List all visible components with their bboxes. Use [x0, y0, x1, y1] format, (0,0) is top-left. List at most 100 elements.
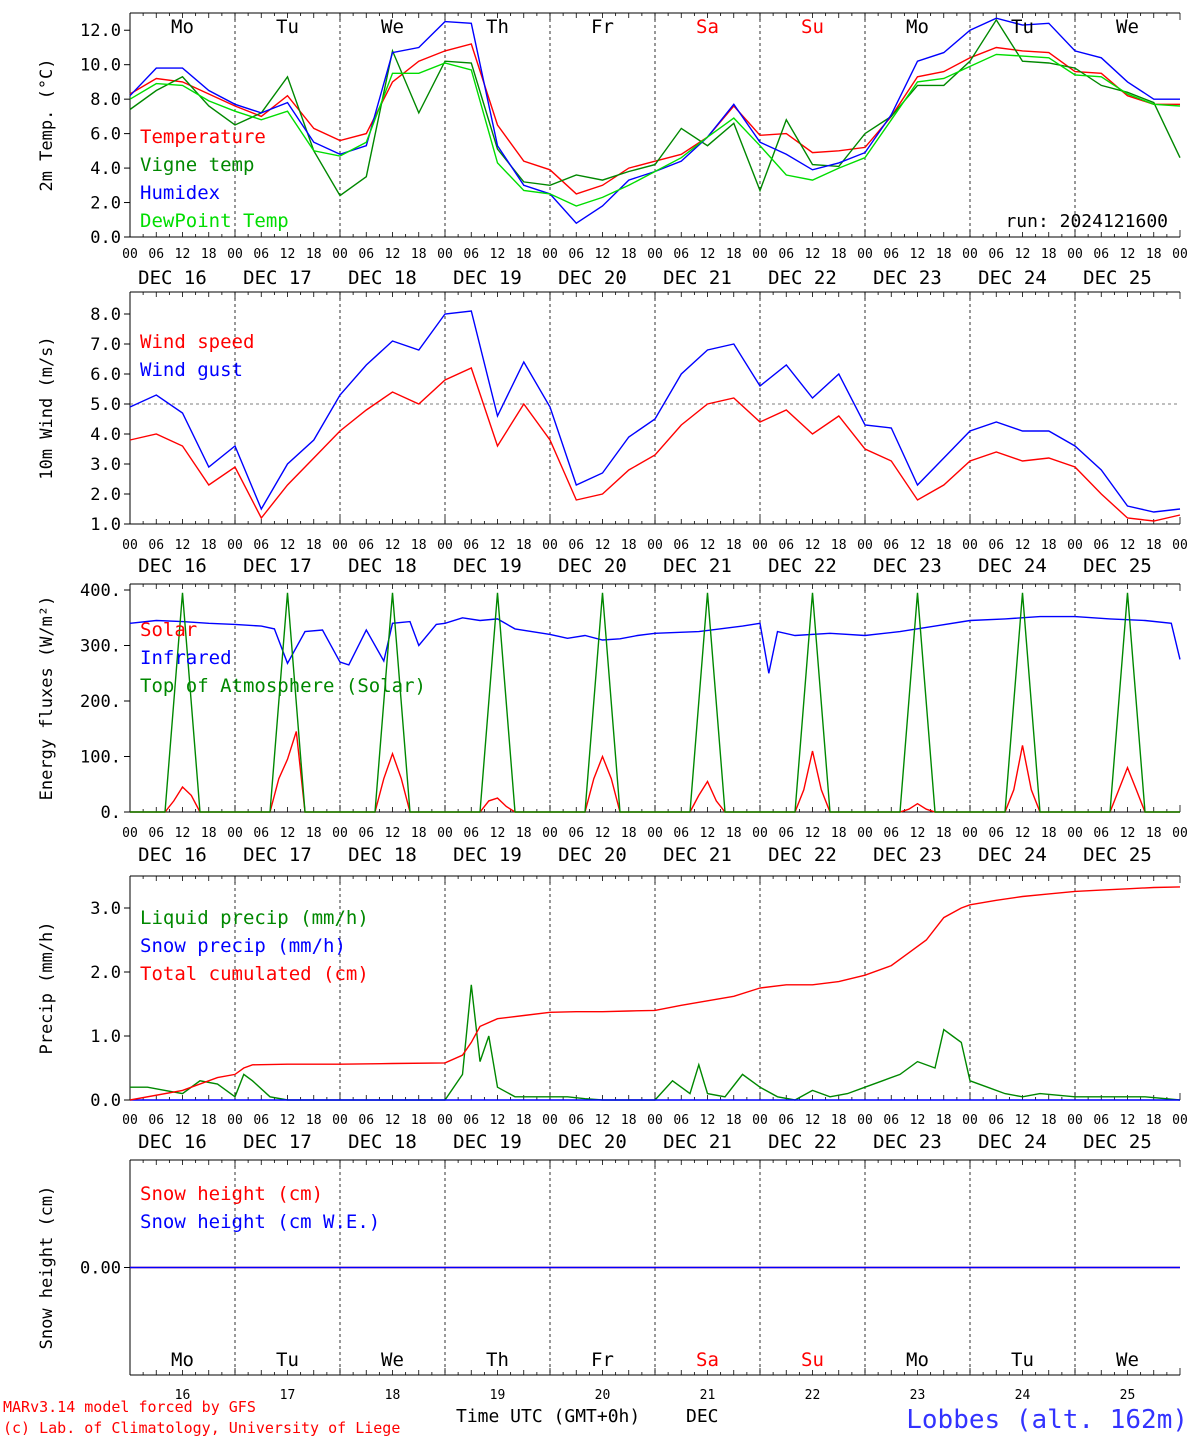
hour-label: 18: [516, 538, 532, 553]
series-line-2: [130, 592, 1180, 813]
date-label: DEC 25: [1083, 1131, 1152, 1153]
series-line-0: [130, 984, 1181, 1101]
hour-label: 00: [962, 538, 978, 553]
legend-entry: Infrared: [140, 647, 232, 669]
panel-wind: 1.0 2.0 3.0 4.0 5.0 6.0 7.0 8.0 10m Wind (m/s) Wi…: [37, 291, 1188, 577]
hour-label: 00: [1172, 826, 1188, 841]
y-axis-label: 2m Temp. (°C): [37, 58, 57, 191]
panel-snow: 0.00 Snow height (cm) Snow height (cm) Snow…: [37, 1159, 1181, 1403]
hour-label: 06: [148, 826, 164, 841]
hour-label: 00: [227, 1113, 243, 1128]
date-label: DEC 18: [348, 1131, 417, 1153]
y-tick-label: 3.0: [90, 455, 121, 475]
day-number: 24: [1015, 1388, 1031, 1403]
hour-label: 06: [778, 826, 794, 841]
day-number: 19: [490, 1388, 506, 1403]
weekday-label: We: [1116, 16, 1139, 38]
weekday-label: Mo: [171, 16, 194, 38]
hour-label: 00: [227, 247, 243, 262]
hour-label: 18: [831, 1113, 847, 1128]
hour-label: 12: [280, 538, 296, 553]
hour-label: 12: [805, 538, 821, 553]
hour-label: 18: [201, 538, 217, 553]
weekday-label: Th: [486, 16, 509, 38]
date-label: DEC 19: [453, 844, 522, 866]
panel-energy: 0. 100. 200. 300. 400. Energy fluxes (W/m²) So…: [37, 581, 1188, 866]
hour-label: 00: [752, 247, 768, 262]
hour-label: 06: [568, 1113, 584, 1128]
hour-label: 12: [910, 247, 926, 262]
hour-label: 00: [857, 538, 873, 553]
y-tick-label: 0.00: [80, 1259, 121, 1279]
hour-label: 00: [857, 1113, 873, 1128]
date-label: DEC 23: [873, 267, 942, 289]
date-label: DEC 18: [348, 555, 417, 577]
hour-label: 12: [490, 1113, 506, 1128]
date-label: DEC 22: [768, 1131, 837, 1153]
date-label: DEC 24: [978, 1131, 1047, 1153]
hour-label: 12: [1120, 538, 1136, 553]
weekday-label: Th: [486, 1349, 509, 1371]
y-tick-label: 7.0: [90, 335, 121, 355]
y-tick-label: 300.: [80, 637, 121, 657]
hour-label: 06: [463, 538, 479, 553]
hour-label: 06: [778, 538, 794, 553]
hour-label: 18: [831, 538, 847, 553]
legend-entry: Snow precip (mm/h): [140, 935, 346, 957]
y-axis-label: Snow height (cm): [37, 1186, 57, 1350]
hour-label: 12: [910, 826, 926, 841]
date-label: DEC 20: [558, 267, 627, 289]
date-label: DEC 19: [453, 555, 522, 577]
y-tick-label: 2.0: [90, 194, 121, 214]
hour-label: 00: [332, 826, 348, 841]
hour-label: 00: [1172, 247, 1188, 262]
weekday-label: We: [1116, 1349, 1139, 1371]
hour-label: 12: [805, 247, 821, 262]
hour-label: 18: [1041, 1113, 1057, 1128]
hour-label: 06: [988, 826, 1004, 841]
footer: MARv3.14 model forced by GFS (c) Lab. of…: [3, 1398, 1188, 1437]
panel-temperature: 0.0 2.0 4.0 6.0 8.0 10.0 12.0 2m Temp. (°C) Temp…: [37, 12, 1188, 289]
y-tick-label: 2.0: [90, 963, 121, 983]
hour-label: 18: [621, 247, 637, 262]
y-axis-label: Energy fluxes (W/m²): [37, 596, 57, 801]
panel-precip: 0.0 1.0 2.0 3.0 Precip (mm/h) Liquid precip (…: [37, 875, 1188, 1153]
hour-label: 18: [831, 247, 847, 262]
hour-label: 06: [1093, 1113, 1109, 1128]
y-tick-label: 2.0: [90, 485, 121, 505]
hour-label: 00: [752, 1113, 768, 1128]
hour-label: 12: [700, 1113, 716, 1128]
hour-label: 06: [253, 826, 269, 841]
hour-label: 12: [385, 247, 401, 262]
hour-label: 00: [1067, 247, 1083, 262]
y-tick-label: 6.0: [90, 365, 121, 385]
hour-label: 06: [1093, 247, 1109, 262]
weekday-label: Fr: [591, 16, 614, 38]
date-label: DEC 23: [873, 1131, 942, 1153]
y-tick-label: 0.0: [90, 228, 121, 248]
hour-label: 18: [306, 826, 322, 841]
hour-label: 06: [883, 1113, 899, 1128]
date-label: DEC 17: [243, 1131, 312, 1153]
y-axis-label: Precip (mm/h): [37, 921, 57, 1054]
station-name: Lobbes (alt. 162m): [906, 1405, 1188, 1435]
hour-label: 12: [490, 538, 506, 553]
hour-label: 00: [332, 538, 348, 553]
date-label: DEC 17: [243, 844, 312, 866]
day-number: 23: [910, 1388, 926, 1403]
hour-label: 00: [437, 1113, 453, 1128]
weekday-label: Mo: [906, 1349, 929, 1371]
hour-label: 06: [358, 247, 374, 262]
hour-label: 18: [411, 826, 427, 841]
weekday-label: Tu: [276, 1349, 299, 1371]
y-tick-label: 8.0: [90, 90, 121, 110]
weekday-label: Tu: [276, 16, 299, 38]
hour-label: 00: [332, 247, 348, 262]
legend-entry: Liquid precip (mm/h): [140, 907, 369, 929]
hour-label: 00: [122, 538, 138, 553]
weekday-label: Fr: [591, 1349, 614, 1371]
hour-label: 18: [726, 538, 742, 553]
hour-label: 00: [1067, 826, 1083, 841]
legend-entry: Wind gust: [140, 359, 243, 381]
date-label: DEC 23: [873, 555, 942, 577]
